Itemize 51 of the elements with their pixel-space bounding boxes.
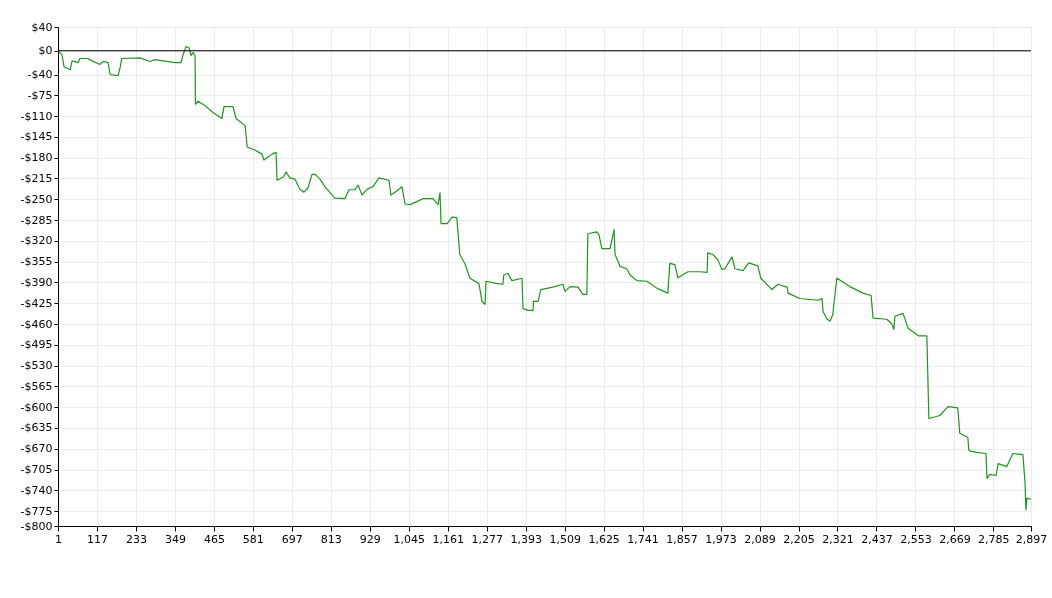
x-tick-label: 581: [242, 532, 264, 546]
x-tick-label: 465: [203, 532, 225, 546]
x-tick-label: 2,553: [900, 532, 932, 546]
x-tick-label: 1: [55, 532, 62, 546]
y-tick-label: $40: [31, 20, 53, 34]
x-tick-label: 2,321: [822, 532, 854, 546]
x-tick-label: 233: [125, 532, 147, 546]
y-tick-label: -$75: [27, 88, 53, 102]
x-tick-label: 1,161: [432, 532, 464, 546]
x-tick-label: 813: [320, 532, 342, 546]
x-tick-label: 2,785: [978, 532, 1010, 546]
y-tick-label: -$390: [20, 275, 53, 289]
y-tick-label: -$800: [20, 519, 53, 533]
x-tick-label: 349: [164, 532, 186, 546]
y-tick-label: -$355: [20, 255, 53, 269]
x-tick-label: 1,973: [705, 532, 737, 546]
x-tick-label: 2,205: [783, 532, 815, 546]
x-tick-label: 117: [86, 532, 108, 546]
x-tick-label: 1,509: [549, 532, 581, 546]
y-tick-label: -$600: [20, 400, 53, 414]
x-tick-label: 1,857: [666, 532, 698, 546]
y-tick-label: -$110: [20, 109, 53, 123]
y-tick-label: -$495: [20, 338, 53, 352]
y-tick-label: -$180: [20, 151, 53, 165]
x-tick-label: 1,277: [471, 532, 503, 546]
y-tick-label: -$635: [20, 421, 53, 435]
y-tick-label: -$740: [20, 483, 53, 497]
y-tick-label: -$565: [20, 379, 53, 393]
y-tick-label: -$145: [20, 130, 53, 144]
x-tick-label: 2,437: [861, 532, 893, 546]
x-tick-label: 2,669: [939, 532, 971, 546]
y-tick-label: -$705: [20, 463, 53, 477]
y-tick-label: -$530: [20, 359, 53, 373]
y-tick-label: -$775: [20, 504, 53, 518]
x-tick-label: 697: [281, 532, 303, 546]
y-tick-label: -$460: [20, 317, 53, 331]
x-tick-label: 1,625: [588, 532, 620, 546]
y-tick-label: -$285: [20, 213, 53, 227]
y-tick-label: -$40: [27, 68, 53, 82]
x-tick-label: 1,393: [510, 532, 542, 546]
y-tick-label: -$320: [20, 234, 53, 248]
x-tick-label: 2,089: [744, 532, 776, 546]
y-tick-label: $0: [38, 44, 53, 58]
y-tick-label: -$250: [20, 192, 53, 206]
x-tick-label: 1,741: [627, 532, 659, 546]
y-tick-label: -$215: [20, 171, 53, 185]
x-tick-label: 929: [359, 532, 381, 546]
y-tick-label: -$425: [20, 296, 53, 310]
x-tick-label: 2,897: [1015, 532, 1048, 546]
y-tick-label: -$670: [20, 442, 53, 456]
x-tick-label: 1,045: [393, 532, 426, 546]
